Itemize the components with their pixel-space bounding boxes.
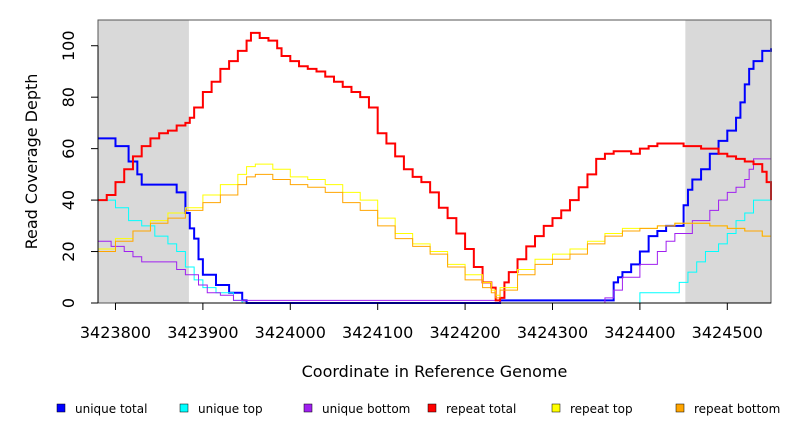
legend-label-unique-total: unique total (75, 402, 147, 416)
shaded-region-1 (685, 20, 771, 303)
legend: unique total unique top unique bottom repea… (56, 402, 780, 416)
legend-label-unique-top: unique top (198, 402, 263, 416)
y-axis-ticks: 0 20 40 60 80 100 (59, 30, 98, 308)
y-tick-label: 80 (59, 87, 78, 107)
legend-swatch-unique-bottom (303, 403, 313, 413)
y-tick-label: 60 (59, 138, 78, 158)
x-axis-ticks: 3423800 3423900 3424000 3424100 3424200 34243… (80, 303, 763, 342)
series-lines (98, 31, 772, 304)
x-tick-label: 3424500 (692, 323, 763, 342)
x-tick-label: 3424300 (517, 323, 588, 342)
legend-label-repeat-total: repeat total (446, 402, 516, 416)
x-tick-label: 3423900 (167, 323, 238, 342)
x-tick-label: 3424400 (604, 323, 675, 342)
legend-swatch-unique-total (56, 403, 66, 413)
legend-label-unique-bottom: unique bottom (322, 402, 410, 416)
x-tick-label: 3424000 (255, 323, 326, 342)
legend-label-repeat-top: repeat top (570, 402, 633, 416)
legend-swatch-repeat-top (551, 403, 561, 413)
shaded-regions (98, 20, 771, 303)
series-unique-total (98, 48, 772, 304)
shaded-region-0 (98, 20, 189, 303)
x-tick-label: 3424200 (429, 323, 500, 342)
plot-frame (97, 19, 772, 304)
legend-swatch-unique-top (179, 403, 189, 413)
legend-swatch-repeat-bottom (675, 403, 685, 413)
y-tick-label: 40 (59, 190, 78, 210)
series-repeat-total (98, 31, 772, 302)
y-tick-label: 0 (59, 298, 78, 308)
y-tick-label: 100 (59, 30, 78, 61)
legend-swatch-repeat-total (427, 403, 437, 413)
series-unique-bottom (98, 158, 771, 304)
y-axis-title: Read Coverage Depth (22, 74, 41, 250)
legend-label-repeat-bottom: repeat bottom (694, 402, 780, 416)
x-axis-title: Coordinate in Reference Genome (302, 362, 568, 381)
y-tick-label: 20 (59, 241, 78, 261)
x-tick-label: 3423800 (80, 323, 151, 342)
series-unique-top (98, 194, 772, 304)
series-repeat-bottom (98, 173, 772, 299)
x-tick-label: 3424100 (342, 323, 413, 342)
